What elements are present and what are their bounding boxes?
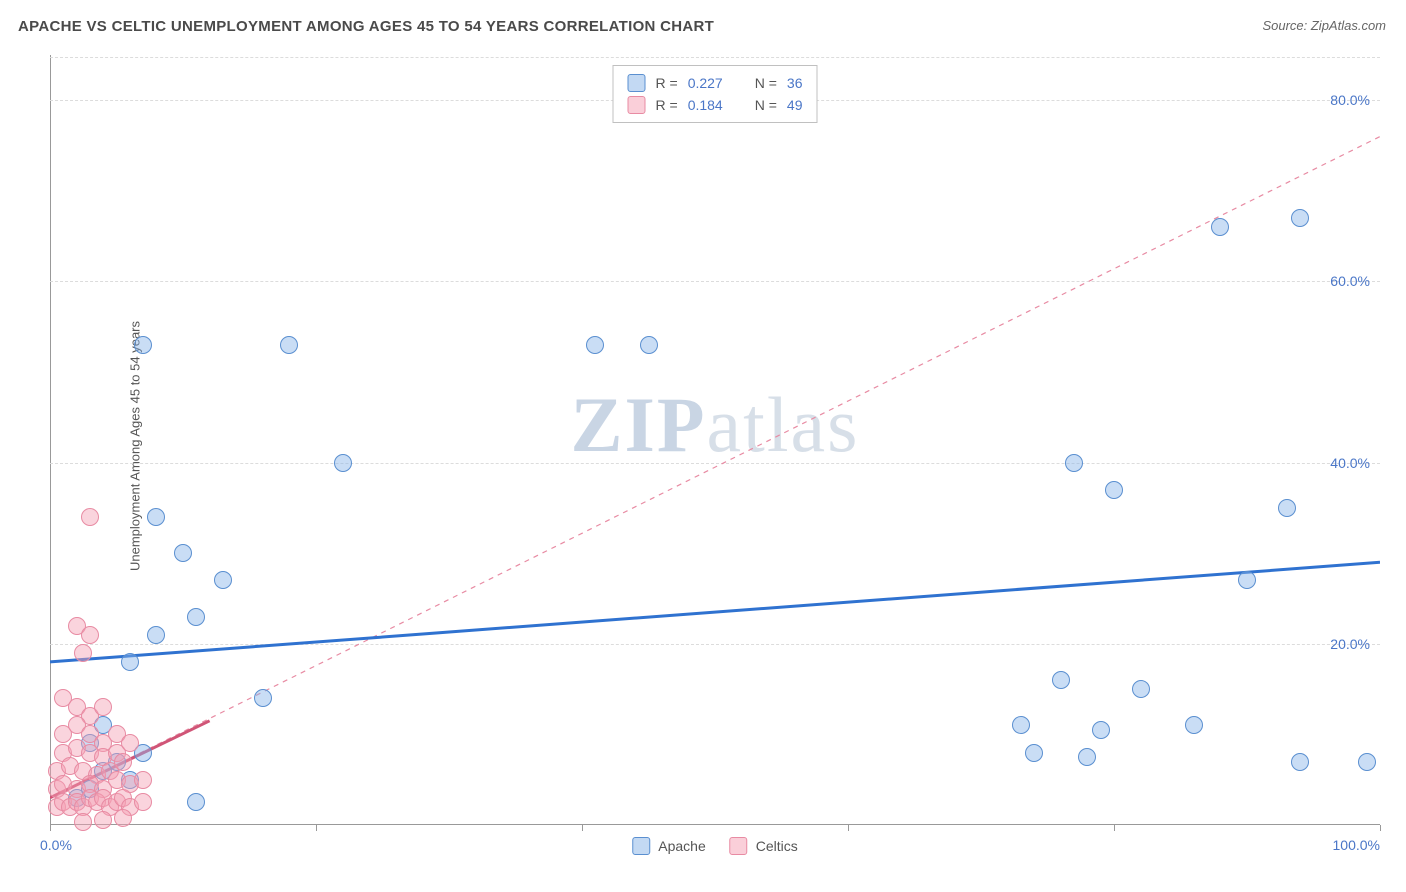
chart-title: APACHE VS CELTIC UNEMPLOYMENT AMONG AGES… — [18, 18, 714, 35]
data-point — [586, 336, 604, 354]
data-point — [1132, 680, 1150, 698]
legend-label-celtics: Celtics — [756, 838, 798, 854]
stats-row-celtics: R = 0.184 N = 49 — [628, 94, 803, 116]
data-point — [121, 653, 139, 671]
x-axis-line — [50, 824, 1380, 825]
legend-item-celtics: Celtics — [730, 837, 798, 855]
r-label2: R = — [656, 97, 678, 113]
data-point — [214, 571, 232, 589]
y-tick-label: 40.0% — [1330, 455, 1370, 471]
data-point — [254, 689, 272, 707]
data-point — [1065, 454, 1083, 472]
x-tick — [848, 825, 849, 831]
source-label: Source: ZipAtlas.com — [1262, 18, 1386, 33]
watermark: ZIPatlas — [571, 380, 860, 470]
swatch-blue-icon — [628, 74, 646, 92]
data-point — [280, 336, 298, 354]
gridline — [50, 463, 1380, 464]
stats-box: R = 0.227 N = 36 R = 0.184 N = 49 — [613, 65, 818, 123]
data-point — [1012, 716, 1030, 734]
data-point — [187, 608, 205, 626]
n-value-celtics: 49 — [787, 97, 803, 113]
gridline — [50, 644, 1380, 645]
x-max-label: 100.0% — [1333, 837, 1380, 853]
data-point — [74, 644, 92, 662]
data-point — [134, 336, 152, 354]
n-value-apache: 36 — [787, 75, 803, 91]
x-tick — [316, 825, 317, 831]
gridline — [50, 57, 1380, 58]
y-axis-line — [50, 55, 51, 825]
x-origin-label: 0.0% — [40, 837, 72, 853]
data-point — [1078, 748, 1096, 766]
data-point — [174, 544, 192, 562]
legend-label-apache: Apache — [658, 838, 705, 854]
n-label: N = — [755, 75, 777, 91]
r-value-celtics: 0.184 — [688, 97, 723, 113]
data-point — [187, 793, 205, 811]
data-point — [1025, 744, 1043, 762]
data-point — [1358, 753, 1376, 771]
legend-item-apache: Apache — [632, 837, 705, 855]
x-tick — [1380, 825, 1381, 831]
data-point — [94, 698, 112, 716]
data-point — [1052, 671, 1070, 689]
data-point — [1211, 218, 1229, 236]
x-tick — [50, 825, 51, 831]
data-point — [1291, 753, 1309, 771]
data-point — [94, 811, 112, 829]
data-point — [114, 753, 132, 771]
y-tick-label: 80.0% — [1330, 92, 1370, 108]
plot-area: ZIPatlas 20.0% 40.0% 60.0% 80.0% R = 0.227 … — [50, 55, 1380, 825]
gridline — [50, 281, 1380, 282]
n-label2: N = — [755, 97, 777, 113]
x-tick — [582, 825, 583, 831]
data-point — [81, 626, 99, 644]
y-tick-label: 20.0% — [1330, 636, 1370, 652]
x-tick — [1114, 825, 1115, 831]
data-point — [74, 813, 92, 831]
data-point — [134, 793, 152, 811]
y-tick-label: 60.0% — [1330, 273, 1370, 289]
data-point — [81, 508, 99, 526]
data-point — [134, 771, 152, 789]
trend-lines — [50, 55, 1380, 825]
data-point — [1092, 721, 1110, 739]
data-point — [334, 454, 352, 472]
swatch-pink-icon — [730, 837, 748, 855]
data-point — [114, 809, 132, 827]
r-label: R = — [656, 75, 678, 91]
swatch-pink-icon — [628, 96, 646, 114]
data-point — [1185, 716, 1203, 734]
data-point — [1105, 481, 1123, 499]
data-point — [1291, 209, 1309, 227]
data-point — [147, 626, 165, 644]
r-value-apache: 0.227 — [688, 75, 723, 91]
data-point — [640, 336, 658, 354]
bottom-legend: Apache Celtics — [632, 837, 798, 855]
data-point — [147, 508, 165, 526]
data-point — [1238, 571, 1256, 589]
stats-row-apache: R = 0.227 N = 36 — [628, 72, 803, 94]
swatch-blue-icon — [632, 837, 650, 855]
data-point — [1278, 499, 1296, 517]
data-point — [121, 734, 139, 752]
